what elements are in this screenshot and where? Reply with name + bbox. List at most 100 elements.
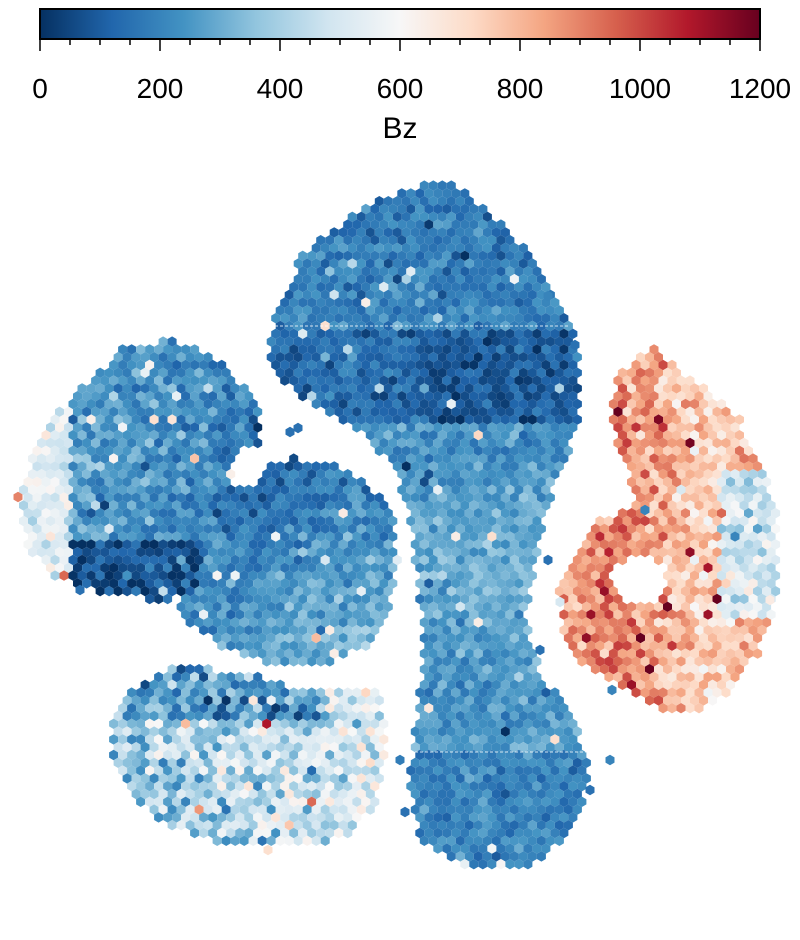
hex-cell xyxy=(194,367,204,378)
hex-cell xyxy=(365,289,375,300)
hex-cell xyxy=(392,336,402,347)
hex-cell xyxy=(433,359,443,371)
hex-cell xyxy=(149,398,159,410)
hex-cell xyxy=(491,445,501,456)
hex-cell xyxy=(613,391,623,402)
colorbar-tick-label: 1200 xyxy=(729,73,791,104)
hex-cell xyxy=(167,367,177,378)
hex-cell xyxy=(451,266,461,277)
hex-cell xyxy=(640,422,650,433)
hex-cell xyxy=(708,414,717,425)
hex-cell xyxy=(469,422,479,433)
hex-cell xyxy=(424,266,434,277)
hex-cell xyxy=(208,391,218,402)
hex-cell xyxy=(217,391,227,402)
hex-cell xyxy=(442,328,452,339)
hex-cell xyxy=(181,359,191,371)
hex-cell xyxy=(158,383,168,394)
hex-cell xyxy=(392,414,402,425)
hex-cell xyxy=(527,383,537,394)
hex-cell xyxy=(55,437,64,449)
hex-cell xyxy=(325,297,335,308)
hex-cell xyxy=(140,398,150,410)
hex-cell xyxy=(636,352,645,363)
hex-cell xyxy=(406,406,416,417)
hex-cell xyxy=(681,383,690,394)
hex-cell xyxy=(140,352,150,363)
hex-cell xyxy=(329,258,339,269)
hex-cell xyxy=(572,398,582,410)
hex-cell xyxy=(248,414,258,425)
hex-cell xyxy=(401,445,411,456)
hex-cell xyxy=(298,344,308,355)
hex-cell xyxy=(455,398,465,410)
hex-cell xyxy=(442,375,452,386)
hex-cell xyxy=(199,406,209,417)
hex-cell xyxy=(419,320,429,332)
hex-cell xyxy=(392,211,402,222)
colorbar-tick-label: 600 xyxy=(377,73,424,104)
hex-cell xyxy=(627,398,636,410)
hex-cell xyxy=(311,336,321,347)
hex-cell xyxy=(428,289,438,300)
hex-cell xyxy=(203,414,213,425)
hex-cell xyxy=(464,320,474,332)
hex-cell xyxy=(536,383,546,394)
hex-cell xyxy=(424,359,434,371)
hex-cell xyxy=(289,313,299,324)
hex-cell xyxy=(613,437,623,449)
hex-cell xyxy=(518,398,528,410)
hex-cell xyxy=(415,266,425,277)
hex-cell xyxy=(64,422,73,433)
hex-cell xyxy=(149,414,159,425)
hex-cell xyxy=(667,375,677,386)
hex-cell xyxy=(397,235,407,246)
hex-cell xyxy=(455,196,465,207)
hex-cell-outlier xyxy=(607,684,617,696)
hex-cell xyxy=(343,266,353,277)
hex-cell xyxy=(176,414,186,425)
hex-cell xyxy=(118,437,128,449)
hex-cell xyxy=(374,196,384,207)
hex-cell xyxy=(388,203,398,215)
hex-cell xyxy=(289,344,299,355)
hex-cell xyxy=(572,383,582,394)
hex-cell xyxy=(491,227,501,238)
hex-cell xyxy=(541,422,551,433)
hex-cell xyxy=(433,235,443,246)
hex-cell xyxy=(136,437,146,449)
hex-cell xyxy=(338,305,348,316)
hex-cell xyxy=(208,375,218,386)
hex-cell xyxy=(460,437,470,449)
hex-cell xyxy=(622,406,632,417)
hex-cell xyxy=(406,203,416,215)
hex-cell xyxy=(654,414,663,425)
hex-cell xyxy=(352,406,362,417)
hex-cell xyxy=(334,250,344,261)
hex-cell xyxy=(491,336,501,347)
hex-cell xyxy=(370,437,380,449)
hex-cell xyxy=(298,313,308,324)
hex-cell xyxy=(640,437,650,449)
hex-cell xyxy=(487,297,497,308)
hex-cell xyxy=(280,328,290,339)
hex-cell xyxy=(392,274,402,285)
hex-cell xyxy=(388,375,398,386)
hex-cell xyxy=(419,274,429,285)
hex-cell xyxy=(415,359,425,371)
hex-cell xyxy=(428,430,438,441)
hex-cell xyxy=(617,367,627,378)
hex-cell xyxy=(122,383,132,394)
hex-cell xyxy=(365,352,375,363)
hex-cell xyxy=(325,391,335,402)
hex-cell xyxy=(406,422,416,433)
hex-cell xyxy=(397,406,407,417)
hex-cell xyxy=(410,445,420,456)
hex-cell xyxy=(541,437,551,449)
hex-cell xyxy=(104,367,114,378)
hex-cell xyxy=(379,375,389,386)
hex-cell xyxy=(406,297,416,308)
hex-cell xyxy=(608,414,618,425)
hex-cell xyxy=(289,281,299,293)
hex-cell xyxy=(428,180,438,191)
